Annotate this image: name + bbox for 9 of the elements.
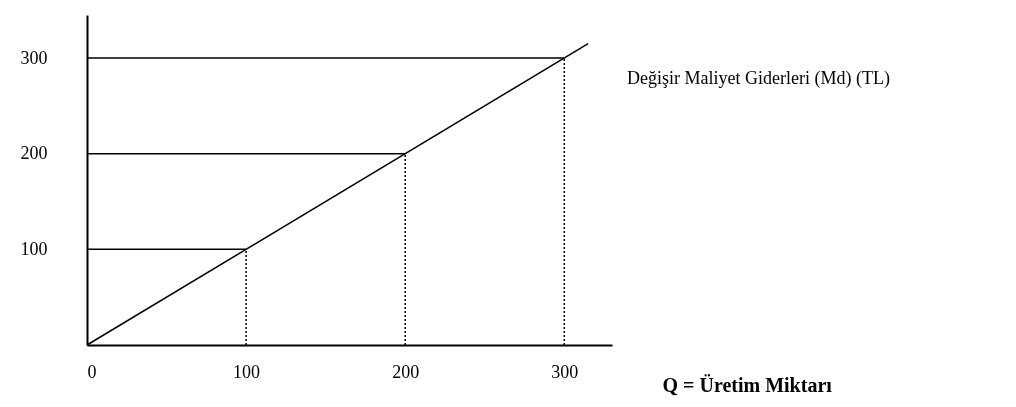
x-tick-label: 200 xyxy=(392,361,420,382)
x-axis-title: Q = Üretim Miktarı xyxy=(662,373,833,396)
y-tick-label: 300 xyxy=(20,47,48,68)
x-tick-label: 100 xyxy=(233,361,261,382)
x-tick-label: 300 xyxy=(551,361,579,382)
text: Değişir Maliyet Giderleri (Md) (TL) xyxy=(627,67,890,89)
y-tick-label: 100 xyxy=(20,238,48,259)
x-tick-label: 0 xyxy=(87,361,97,382)
y-tick-label: 200 xyxy=(20,143,48,164)
